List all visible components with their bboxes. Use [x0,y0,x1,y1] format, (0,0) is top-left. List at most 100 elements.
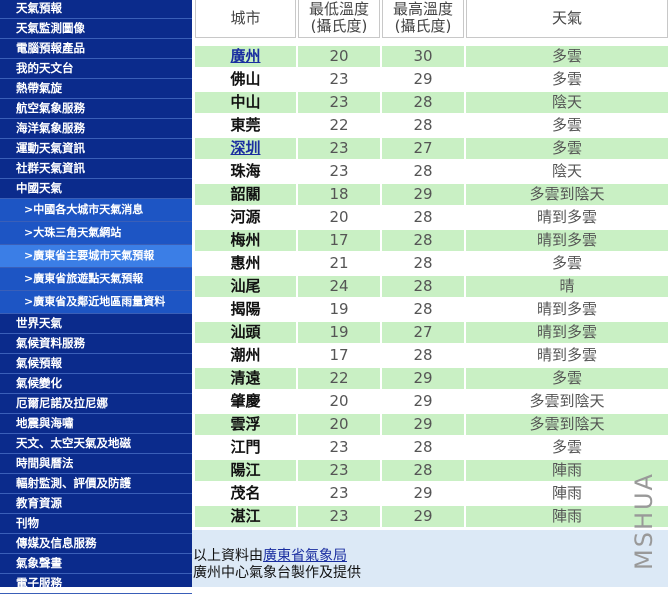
nav-item[interactable]: 刊物 [0,514,192,534]
table-cell: 陣雨 [466,483,668,504]
nav-label: 天氣預報 [16,1,62,15]
nav-item[interactable]: 世界天氣 [0,314,192,334]
table-cell: 多雲 [466,253,668,274]
table-cell: 汕頭 [195,322,296,343]
arrow-icon: > [24,203,34,216]
nav-item[interactable]: 氣候預報 [0,354,192,374]
city-link[interactable]: 廣州 [230,47,261,65]
table-cell: 17 [298,345,380,366]
cell-text: 多雲 [551,116,582,134]
table-cell: 陣雨 [466,460,668,481]
table-cell: 多雲 [466,69,668,90]
nav-label: 刊物 [16,516,39,530]
table-cell: 陰天 [466,161,668,182]
table-cell: 多雲 [466,437,668,458]
city-name: 茂名 [230,484,261,502]
nav-subitem[interactable]: >大珠三角天氣網站 [0,222,192,245]
header-text: 天氣 [551,8,582,27]
nav-item[interactable]: 天氣監測圖像 [0,19,192,39]
city-name: 雲浮 [230,415,261,433]
nav-label: 廣東省旅遊點天氣預報 [33,272,144,285]
table-cell: 21 [298,253,380,274]
nav-item[interactable]: 時間與曆法 [0,454,192,474]
header-cell: 最低溫度 (攝氏度) [298,0,380,38]
nav-label: 大珠三角天氣網站 [33,226,122,239]
nav-item[interactable]: 中國天氣 [0,179,192,199]
table-cell: 28 [382,276,464,297]
nav-item[interactable]: 教育資源 [0,494,192,514]
header-cell: 城市 [195,0,296,38]
table-cell: 揭陽 [195,299,296,320]
cell-text: 多雲 [551,47,582,65]
table-cell: 23 [298,161,380,182]
nav-item[interactable]: 電子服務 [0,574,192,594]
nav-subitem[interactable]: >廣東省主要城市天氣預報 [0,245,192,268]
nav-item[interactable]: 社群天氣資訊 [0,159,192,179]
main-table: 城市 最低溫度 (攝氏度) 最高溫度 (攝氏度) 天氣 廣州 20 30 多雲 佛山 23 29 多雲 中山… [192,0,668,587]
table-cell: 27 [382,322,464,343]
table-cell: 20 [298,46,380,67]
table-cell: 晴到多雲 [466,322,668,343]
nav-item[interactable]: 航空氣象服務 [0,99,192,119]
table-cell: 多雲到陰天 [466,184,668,205]
cell-text: 23 [329,162,349,180]
table-cell: 廣州 [195,46,296,67]
nav-item[interactable]: 熱帶氣旋 [0,79,192,99]
cell-text: 28 [413,346,433,364]
table-cell: 深圳 [195,138,296,159]
nav-subitem[interactable]: >廣東省旅遊點天氣預報 [0,268,192,291]
nav-item[interactable]: 海洋氣象服務 [0,119,192,139]
table-cell: 多雲到陰天 [466,391,668,412]
table-cell: 23 [298,460,380,481]
nav-label: 廣東省主要城市天氣預報 [33,249,155,262]
nav-label: 氣候預報 [16,356,62,370]
table-cell: 湛江 [195,506,296,527]
cell-text: 23 [329,507,349,525]
nav-item[interactable]: 厄爾尼諾及拉尼娜 [0,394,192,414]
nav-item[interactable]: 天氣預報 [0,0,192,19]
nav-label: 傳媒及信息服務 [16,536,97,550]
city-name: 肇慶 [230,392,261,410]
cell-text: 陰天 [551,162,582,180]
cell-text: 晴 [559,277,575,295]
cell-text: 20 [329,47,349,65]
table-cell: 29 [382,391,464,412]
cell-text: 晴到多雲 [536,231,597,249]
cell-text: 多雲到陰天 [529,392,605,410]
nav-item[interactable]: 氣象聲畫 [0,554,192,574]
table-cell: 20 [298,207,380,228]
city-name: 梅州 [230,231,261,249]
nav-item[interactable]: 氣候變化 [0,374,192,394]
city-name: 河源 [230,208,261,226]
table-cell: 中山 [195,92,296,113]
table-cell: 17 [298,230,380,251]
city-link[interactable]: 深圳 [230,139,261,157]
nav-item[interactable]: 輻射監測、評價及防護 [0,474,192,494]
nav-item[interactable]: 氣候資料服務 [0,334,192,354]
header-text: (攝氏度) [310,17,368,35]
table-cell: 陣雨 [466,506,668,527]
cell-text: 19 [329,300,349,318]
cell-text: 28 [413,461,433,479]
nav-item[interactable]: 地震與海嘯 [0,414,192,434]
city-name: 惠州 [230,254,261,272]
nav-item[interactable]: 電腦預報產品 [0,39,192,59]
cell-text: 多雲 [551,369,582,387]
nav-subitem[interactable]: >中國各大城市天氣消息 [0,199,192,222]
nav-subitem[interactable]: >廣東省及鄰近地區雨量資料 [0,291,192,314]
nav-item[interactable]: 傳媒及信息服務 [0,534,192,554]
footer-link[interactable]: 廣東省氣象局 [263,548,347,564]
nav-item[interactable]: 我的天文台 [0,59,192,79]
table-cell: 23 [298,92,380,113]
nav-label: 我的天文台 [16,61,74,75]
table-cell: 23 [298,506,380,527]
cell-text: 27 [413,323,433,341]
nav-item[interactable]: 天文、太空天氣及地磁 [0,434,192,454]
table-cell: 多雲 [466,46,668,67]
cell-text: 23 [329,438,349,456]
nav-item[interactable]: 運動天氣資訊 [0,139,192,159]
nav-label: 教育資源 [16,496,62,510]
cell-text: 29 [413,484,433,502]
cell-text: 28 [413,277,433,295]
